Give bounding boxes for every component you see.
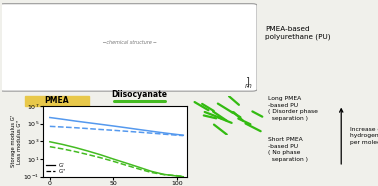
Text: m: m xyxy=(245,83,252,89)
Text: ]: ] xyxy=(245,76,249,86)
Text: Increase of
hydrogen bond
per molecular chain: Increase of hydrogen bond per molecular … xyxy=(350,127,378,145)
Text: ─ chemical structure ─: ─ chemical structure ─ xyxy=(102,40,156,45)
Text: Short PMEA
-based PU
( No phase
  separation ): Short PMEA -based PU ( No phase separati… xyxy=(268,137,308,162)
Text: Diisocyanate: Diisocyanate xyxy=(112,90,168,99)
Bar xyxy=(25,96,88,106)
Y-axis label: Storage modulus G'
Loss modulus G'': Storage modulus G' Loss modulus G'' xyxy=(11,115,22,167)
Text: PMEA-based
polyurethane (PU): PMEA-based polyurethane (PU) xyxy=(265,26,330,40)
Legend: G', G'': G', G'' xyxy=(46,163,66,174)
Text: Long PMEA
-based PU
( Disorder phase
  separation ): Long PMEA -based PU ( Disorder phase sep… xyxy=(268,97,318,121)
FancyBboxPatch shape xyxy=(0,4,257,91)
Text: PMEA: PMEA xyxy=(45,96,69,105)
